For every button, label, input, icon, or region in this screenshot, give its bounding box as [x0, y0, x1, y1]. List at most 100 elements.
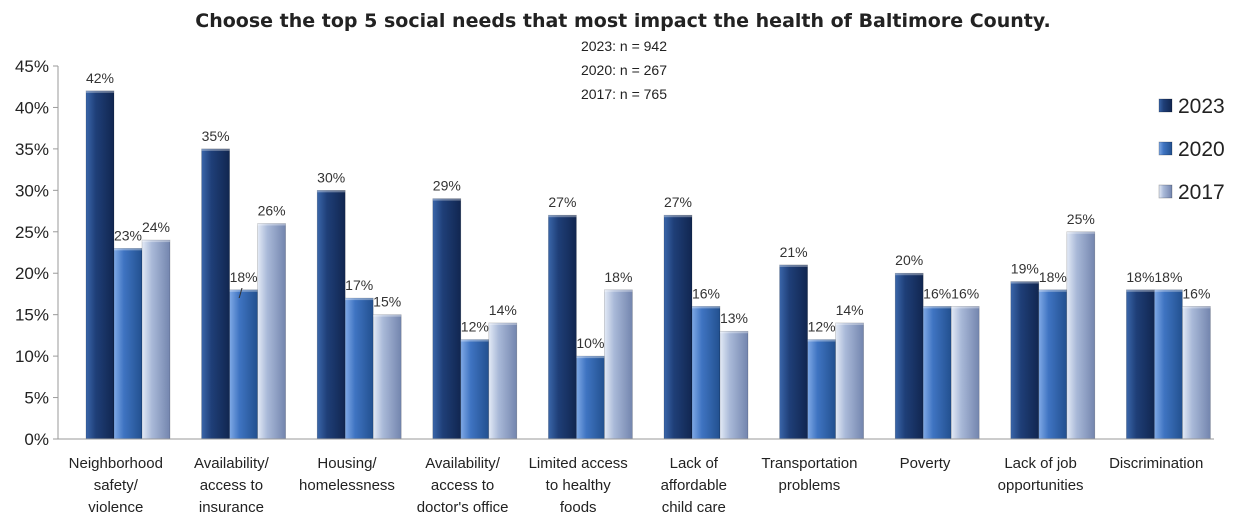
- bar-2023-4: [432, 198, 462, 440]
- bar-highlight: [895, 273, 924, 276]
- bar-highlight: [604, 289, 633, 292]
- data-label-2017: 18%: [604, 269, 632, 285]
- x-tick-label-line: access to: [200, 477, 263, 494]
- legend-label-2020: 2020: [1178, 138, 1225, 161]
- bar-highlight: [951, 306, 980, 309]
- data-label-2020: 18%: [230, 269, 258, 285]
- data-label-2020: 18%: [1154, 269, 1182, 285]
- bar-highlight: [460, 339, 489, 342]
- legend-swatch-2023: [1158, 98, 1173, 113]
- data-label-2023: 30%: [317, 169, 345, 185]
- data-label-2020: 16%: [923, 285, 951, 301]
- bar-2020-1: [113, 248, 143, 440]
- bar-highlight: [373, 314, 402, 317]
- data-label-2023: 20%: [895, 252, 923, 268]
- x-tick-label-line: access to: [431, 477, 494, 494]
- y-tick-label: 15%: [15, 306, 49, 325]
- bar-highlight: [114, 248, 142, 251]
- x-tick-label-line: Housing/: [317, 455, 377, 472]
- y-tick-label: 45%: [15, 57, 49, 76]
- bar-highlight: [86, 90, 114, 93]
- bar-highlight: [257, 223, 286, 226]
- x-tick-label-line: to healthy: [546, 477, 612, 494]
- bar-highlight: [664, 215, 692, 218]
- data-label-2020: 23%: [114, 227, 142, 243]
- bar-highlight: [345, 298, 374, 301]
- data-label-2017: 15%: [373, 294, 401, 310]
- data-label-2020: 18%: [1039, 269, 1067, 285]
- data-labels: 42%35%30%29%27% 27%21%20%19%18%23%18%17%1…: [86, 70, 1210, 351]
- legend-label-2017: 2017: [1178, 181, 1225, 204]
- x-tick-label-line: Availability/: [425, 455, 501, 472]
- data-label-2023: 18%: [1126, 269, 1154, 285]
- data-label-2017: 14%: [489, 302, 517, 318]
- x-tick-label: Limited access to healthy foods: [529, 455, 628, 516]
- bar-highlight: [142, 240, 170, 243]
- bar-highlight: [317, 190, 346, 193]
- x-tick-label: Lack of job opportunities: [998, 455, 1084, 494]
- bar-2020-9: [1038, 289, 1068, 440]
- bar-2023-5: [548, 214, 577, 440]
- x-tick-label: Poverty: [900, 455, 951, 472]
- data-label-2017: 24%: [142, 219, 170, 235]
- data-label-2020: 12%: [808, 319, 836, 335]
- data-label-2023: 21%: [780, 244, 808, 260]
- x-tick-label-line: safety/: [94, 477, 139, 494]
- bar-highlight: [1182, 306, 1211, 309]
- bars: [85, 90, 1211, 440]
- x-tick-label-line: doctor's office: [417, 499, 509, 516]
- data-label-2020: 10%: [576, 335, 604, 351]
- bar-2020-10: [1154, 289, 1183, 440]
- y-tick-label: 40%: [15, 98, 49, 117]
- x-tick-label-line: Availability/: [194, 455, 270, 472]
- bar-2020-6: [691, 306, 721, 440]
- bar-2023-10: [1126, 289, 1155, 440]
- bar-highlight: [1010, 281, 1039, 284]
- chart-title: Choose the top 5 social needs that most …: [195, 10, 1050, 32]
- bar-2023-2: [201, 148, 230, 440]
- data-label-extra: /: [239, 285, 243, 301]
- x-tick-label-line: Limited access: [529, 455, 628, 472]
- bar-highlight: [1154, 289, 1183, 292]
- x-tick-label: Housing/homelessness: [299, 455, 395, 494]
- bar-2020-3: [344, 297, 374, 440]
- y-axis: 0% 5% 10% 15% 20% 25% 30% 35% 40% 45%: [15, 57, 59, 449]
- data-label-2020: 12%: [461, 319, 489, 335]
- data-label-2020: 16%: [692, 285, 720, 301]
- data-label-2023: 29%: [433, 178, 461, 194]
- x-tick-label: Lack of affordable child care: [661, 455, 727, 516]
- bar-2017-9: [1066, 231, 1096, 440]
- x-tick-label-line: Lack of job: [1004, 455, 1077, 472]
- x-tick-label-line: Neighborhood: [69, 455, 163, 472]
- bar-2020-4: [460, 339, 490, 440]
- data-label-2023: 19%: [1011, 261, 1039, 277]
- bar-2023-6: [663, 214, 693, 440]
- bar-2017-5: [604, 289, 633, 440]
- x-tick-label: Availability/access to insurance: [194, 455, 270, 516]
- legend: 2023 2020 2017: [1158, 95, 1225, 204]
- x-tick-label-line: Lack of: [670, 455, 719, 472]
- y-tick-label: 30%: [15, 181, 49, 200]
- bar-2017-1: [141, 239, 171, 440]
- bar-2023-3: [316, 190, 346, 440]
- bar-highlight: [432, 198, 461, 201]
- bar-highlight: [835, 322, 864, 325]
- data-label-2017: 13%: [720, 310, 748, 326]
- bar-highlight: [779, 264, 808, 267]
- bar-highlight: [201, 148, 230, 151]
- bar-2023-9: [1010, 281, 1040, 440]
- bar-highlight: [1066, 231, 1095, 234]
- sample-size-note-2017: 2017: n = 765: [581, 86, 667, 102]
- sample-size-note-2020: 2020: n = 267: [581, 62, 667, 78]
- bar-highlight: [548, 215, 577, 218]
- x-tick-label-line: Discrimination: [1109, 455, 1203, 472]
- x-tick-label-line: insurance: [199, 499, 264, 516]
- bar-highlight: [692, 306, 720, 309]
- data-label-2017: 16%: [1182, 285, 1210, 301]
- bar-2020-8: [922, 306, 952, 440]
- data-label-2017: 16%: [951, 285, 979, 301]
- x-tick-label: Discrimination: [1109, 455, 1203, 472]
- y-tick-label: 0%: [24, 430, 49, 449]
- bar-2017-4: [488, 322, 518, 440]
